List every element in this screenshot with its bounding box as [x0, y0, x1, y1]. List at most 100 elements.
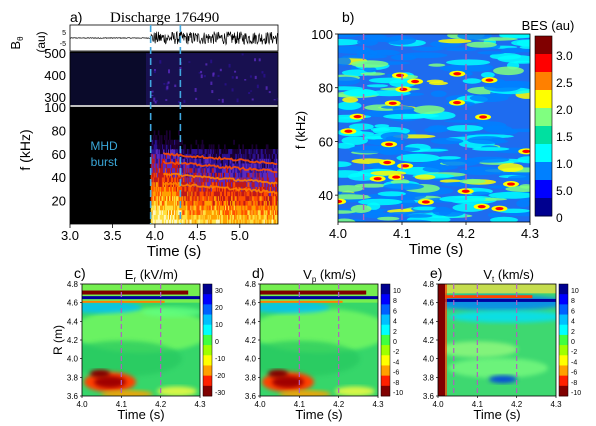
spec-cell: [153, 144, 156, 150]
spec-cell: [194, 191, 197, 197]
heatmap-blob: [438, 341, 518, 358]
spec-cell: [157, 205, 160, 211]
spec-cell: [257, 172, 260, 178]
spec-cell: [223, 167, 225, 173]
colorbar-band: [203, 385, 212, 397]
spec-cell: [239, 149, 241, 155]
spec-cell: [205, 205, 208, 211]
spec-cell: [163, 210, 166, 215]
spec-cell: [185, 214, 187, 220]
spec-cell: [246, 205, 249, 211]
spec-cell: [181, 163, 183, 169]
spec-cell: [236, 167, 238, 173]
spec-cell: [189, 200, 192, 206]
spec-cell: [186, 158, 188, 164]
spec-cell: [277, 200, 278, 206]
spec-cell: [260, 177, 263, 183]
spec-cell: [265, 219, 268, 224]
spec-cell: [264, 172, 267, 178]
spec-cell: [219, 181, 222, 187]
spec-cell: [214, 158, 217, 164]
spec-cell: [154, 195, 157, 201]
spec-cell: [250, 205, 253, 211]
spec-cell: [214, 153, 217, 159]
spec-cell: [152, 139, 155, 145]
spec-cell: [167, 210, 169, 215]
spec-upper-speck: [153, 70, 156, 73]
spec-cell: [174, 200, 176, 206]
spec-cell: [197, 210, 200, 215]
spec-cell: [277, 172, 278, 178]
spec-cell: [208, 195, 211, 201]
colorbar-tick: -10: [215, 356, 225, 363]
spec-cell: [232, 167, 234, 173]
colorbar-tick: 4: [571, 319, 575, 326]
spec-cell: [235, 181, 237, 187]
spec-cell: [202, 214, 205, 220]
spec-cell: [222, 158, 224, 164]
spec-cell: [242, 158, 244, 164]
spec-cell: [155, 219, 158, 224]
spec-cell: [182, 214, 184, 220]
spec-cell: [202, 210, 205, 215]
spec-cell: [170, 149, 172, 155]
spec-cell: [178, 130, 180, 136]
spec-cell: [157, 172, 160, 178]
spec-cell: [276, 210, 278, 215]
spec-cell: [232, 163, 234, 169]
spec-cell: [232, 172, 234, 178]
xtick-label: 4.2: [511, 400, 523, 409]
ytick-label: 4.4: [423, 317, 435, 326]
heatmap-blob: [279, 390, 331, 396]
spec-cell: [202, 200, 205, 206]
spec-cell: [178, 149, 180, 155]
spec-cell: [207, 181, 210, 187]
spec-cell: [207, 191, 210, 197]
spec-cell: [218, 195, 221, 201]
spec-cell: [156, 172, 159, 178]
bes-streak: [519, 184, 530, 189]
spec-cell: [172, 205, 174, 211]
spec-cell: [158, 158, 161, 164]
spec-cell: [217, 158, 220, 164]
spec-cell: [262, 191, 265, 197]
spec-cell: [174, 158, 176, 164]
spec-cell: [151, 205, 154, 211]
spec-cell: [224, 210, 226, 215]
spec-cell: [239, 195, 241, 201]
spec-cell: [201, 219, 204, 224]
spec-cell: [214, 195, 217, 201]
spec-cell: [151, 186, 154, 192]
spec-cell: [253, 219, 256, 224]
bes-colorbar-band: [535, 198, 552, 217]
spec-cell: [242, 153, 244, 159]
ytick-label: 4.6: [423, 299, 435, 308]
bes-streak: [380, 105, 402, 109]
svg-text:Bθ: Bθ: [8, 36, 25, 50]
spec-cell: [217, 167, 220, 173]
colorbar-tick: -20: [215, 373, 225, 380]
spec-cell: [261, 205, 264, 211]
spec-cell: [245, 210, 248, 215]
bes-streak: [343, 89, 378, 97]
spec-cell: [150, 181, 153, 187]
spec-upper-speck: [265, 86, 268, 90]
spec-cell: [209, 177, 212, 183]
spec-cell: [236, 191, 238, 197]
spec-cell: [181, 177, 183, 183]
colorbar-band: [381, 345, 390, 356]
spec-cell: [265, 163, 268, 169]
spec-cell: [152, 191, 155, 197]
spec-cell: [206, 167, 209, 173]
spec-cell: [170, 158, 172, 164]
spec-cell: [187, 219, 189, 224]
spec-upper-speck: [153, 69, 156, 71]
spec-cell: [190, 158, 193, 164]
spec-cell: [153, 200, 156, 206]
spec-cell: [152, 200, 155, 206]
spec-cell: [176, 139, 178, 145]
spec-cell: [189, 210, 192, 215]
spec-cell: [277, 149, 278, 155]
spec-cell: [236, 210, 238, 215]
bes-streak: [341, 136, 369, 145]
